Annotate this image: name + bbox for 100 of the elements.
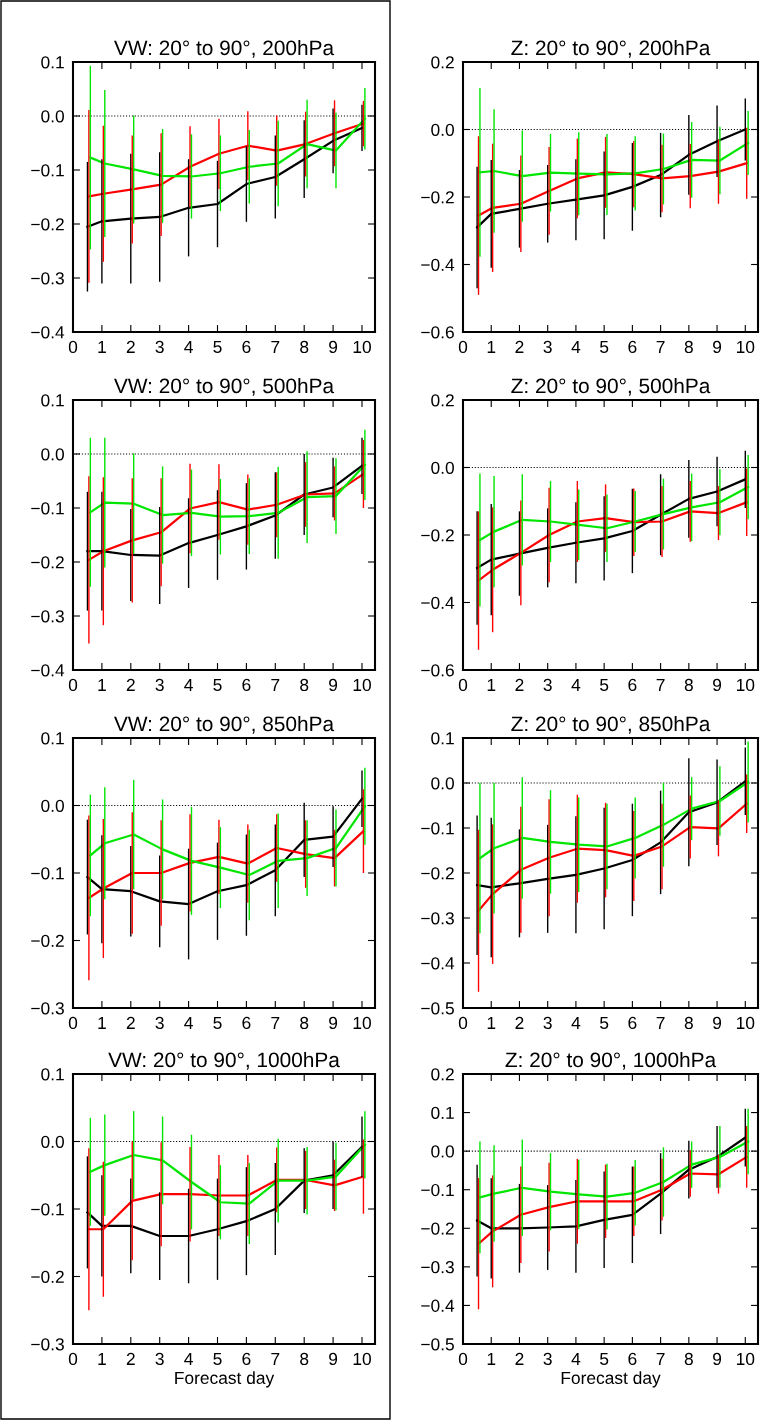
x-tick-label: 1 [487,1016,496,1029]
y-tick-label: −0.3 [31,272,64,285]
x-tick-label: 8 [300,340,309,354]
x-tick-label: 2 [515,1352,524,1365]
x-tick-label: 8 [684,340,693,354]
x-tick-label: 10 [736,1016,755,1030]
x-tick-label: 7 [271,1016,280,1029]
x-tick-label: 1 [487,1352,496,1365]
x-tick-label: 3 [155,1016,164,1030]
x-tick-label: 1 [98,340,106,353]
x-tick-label: 0 [458,340,468,354]
x-tick-label: 4 [571,678,581,691]
x-tick-label: 0 [458,678,468,692]
y-tick-label: −0.4 [421,957,455,970]
y-tick-label: −0.6 [421,664,454,677]
chart-title: VW: 20° to 90°, 500hPa [114,377,335,396]
x-tick-label: 4 [184,1016,193,1029]
x-tick-label: 10 [736,678,755,692]
x-tick-label: 8 [300,678,309,692]
x-tick-label: 7 [656,678,665,691]
x-tick-label: 1 [98,1016,106,1029]
x-tick-label: 9 [329,1352,338,1366]
x-tick-label: 8 [684,678,693,692]
y-tick-label: −0.2 [31,556,64,569]
x-tick-label: 4 [184,1352,193,1365]
x-tick-label: 4 [571,340,581,353]
x-tick-label: 9 [713,678,722,692]
x-axis-title: Forecast day [561,1371,661,1388]
y-tick-label: 0.0 [431,777,454,790]
x-tick-label: 5 [213,1016,222,1030]
x-tick-label: 5 [600,678,609,692]
y-tick-label: −0.4 [421,596,455,609]
x-tick-label: 3 [543,678,552,692]
y-tick-label: −0.1 [31,1203,64,1216]
x-tick-label: 10 [353,1352,371,1366]
x-tick-label: 8 [300,1016,309,1030]
x-tick-label: 3 [155,1352,164,1366]
y-tick-label: 0.1 [41,1068,64,1081]
x-tick-label: 4 [184,678,193,691]
x-tick-label: 7 [656,1352,665,1365]
x-tick-label: 2 [126,1352,135,1365]
chart-title: Z: 20° to 90°, 200hPa [511,39,711,58]
y-tick-label: 0.2 [431,56,454,69]
x-axis-title: Forecast day [175,1371,275,1388]
y-tick-label: 0.2 [431,394,454,407]
y-tick-label: −0.2 [31,218,64,231]
y-tick-label: −0.1 [31,502,64,515]
x-tick-label: 6 [628,1352,637,1366]
y-tick-label: 0.0 [41,799,64,812]
x-tick-label: 4 [571,1352,581,1365]
chart-title: VW: 20° to 90°, 850hPa [114,715,335,734]
chart-title: Z: 20° to 90°, 1000hPa [505,1051,717,1070]
x-tick-label: 6 [628,340,637,354]
x-tick-label: 8 [684,1352,693,1366]
x-tick-label: 2 [515,678,524,691]
x-tick-label: 6 [628,1016,637,1030]
x-tick-label: 6 [628,678,637,692]
x-tick-label: 2 [126,678,135,691]
x-tick-label: 9 [329,1016,338,1030]
x-tick-label: 10 [736,1352,755,1366]
y-tick-label: 0.0 [431,461,454,474]
x-tick-label: 6 [242,678,251,692]
y-tick-label: −0.1 [421,1183,454,1197]
y-tick-label: 0.0 [431,1145,454,1158]
x-tick-label: 7 [271,1352,280,1365]
x-tick-label: 0 [68,1016,78,1030]
x-tick-label: 3 [543,1352,552,1366]
x-tick-label: 7 [271,340,280,353]
x-tick-label: 7 [271,678,280,691]
y-tick-label: −0.4 [31,326,65,339]
x-tick-label: 7 [656,1016,665,1029]
x-tick-label: 10 [353,678,371,692]
y-tick-label: −0.1 [31,164,64,177]
x-tick-label: 5 [600,340,609,354]
x-tick-label: 1 [98,1352,106,1365]
x-tick-label: 4 [184,340,193,353]
y-tick-label: 0.2 [431,1068,454,1081]
y-tick-label: −0.3 [31,1338,64,1351]
chart-title: VW: 20° to 90°, 1000hPa [108,1051,340,1070]
y-tick-label: −0.1 [421,822,454,835]
x-tick-label: 0 [458,1016,468,1030]
y-tick-label: 0.1 [431,732,454,745]
x-tick-label: 6 [242,1016,251,1030]
y-tick-label: −0.3 [31,1002,64,1015]
x-tick-label: 10 [353,1016,371,1030]
y-tick-label: −0.3 [31,610,64,623]
y-tick-label: −0.4 [421,258,455,271]
x-tick-label: 2 [126,1016,135,1029]
x-tick-label: 0 [68,340,78,354]
x-tick-label: 2 [515,1016,524,1029]
x-tick-label: 5 [213,340,222,354]
x-tick-label: 3 [543,340,552,354]
y-tick-label: −0.5 [421,1338,454,1351]
x-tick-label: 10 [736,340,755,354]
chart-title: Z: 20° to 90°, 850hPa [511,715,711,734]
x-tick-label: 1 [487,678,496,691]
x-tick-label: 0 [68,1352,78,1366]
x-tick-label: 10 [353,340,371,354]
x-tick-label: 3 [155,678,164,692]
x-tick-label: 6 [242,340,251,354]
